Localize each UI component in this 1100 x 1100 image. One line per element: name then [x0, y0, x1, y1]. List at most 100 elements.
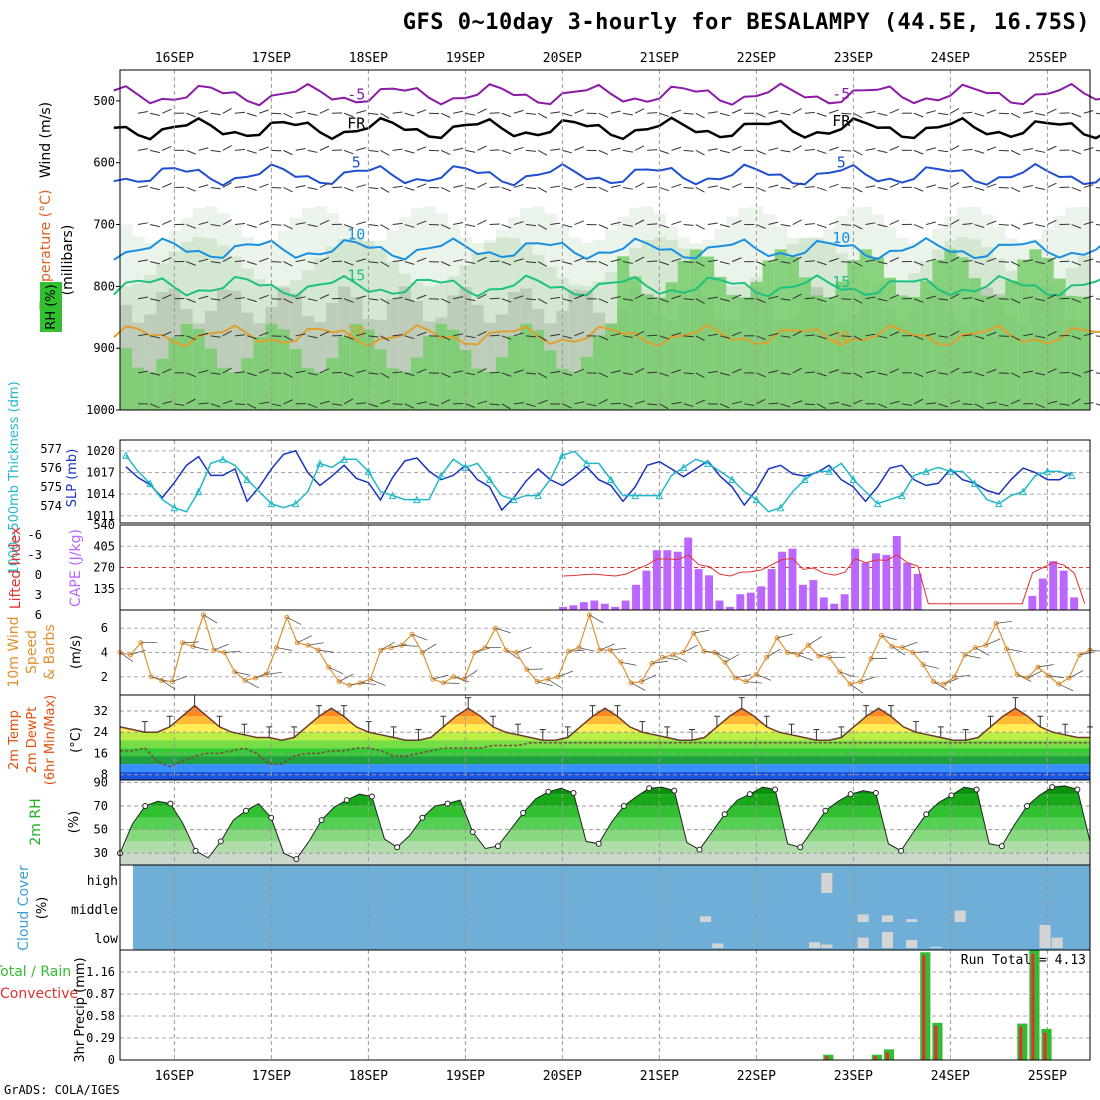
wind-barb	[622, 261, 633, 264]
wind-barb	[768, 402, 779, 405]
wind-barb	[756, 149, 766, 155]
wind-barb	[913, 149, 924, 155]
wind-barb	[719, 224, 730, 228]
cape-bar	[705, 575, 714, 610]
rh-point	[822, 807, 829, 814]
credit-text: GrADS: COLA/IGES	[4, 1083, 120, 1097]
wind-barb	[295, 147, 306, 151]
wind-barb	[513, 369, 524, 374]
wind-barb	[659, 224, 669, 229]
wind-barb	[938, 224, 949, 227]
wind-barb	[913, 224, 924, 229]
wind-barb	[877, 335, 888, 339]
panel-precip	[119, 949, 1091, 1061]
wind-barb	[276, 647, 293, 651]
thickness-marker	[607, 475, 615, 483]
wind-barb	[198, 369, 209, 374]
wind-barb	[841, 261, 852, 263]
wind-barb	[477, 400, 488, 405]
wind-barb	[986, 146, 997, 151]
date-label-top: 25SEP	[1028, 51, 1067, 66]
wind-barb	[150, 261, 160, 265]
wind-barb	[477, 293, 487, 300]
wind-barb	[505, 649, 520, 660]
wind-barb	[630, 682, 646, 691]
wind-barb	[707, 222, 718, 226]
wind-barb	[828, 109, 839, 114]
cloud-bar-low	[1039, 925, 1051, 948]
wind-barb	[210, 298, 221, 301]
wind-barb	[295, 185, 306, 188]
wind-barb	[307, 224, 318, 228]
isotherm-label: FR	[832, 112, 851, 130]
wind-barb	[495, 627, 511, 634]
rh-band	[120, 853, 1090, 865]
wind-barb	[841, 112, 852, 115]
wind-barb	[380, 261, 390, 268]
wind-barb	[172, 675, 188, 683]
cape-bar	[778, 551, 787, 610]
wind-barb	[671, 369, 682, 374]
date-label-bottom: 17SEP	[252, 1069, 291, 1084]
wind-speed-point	[983, 642, 989, 648]
thickness-marker	[437, 471, 445, 479]
wind-barb	[1048, 675, 1065, 679]
wind-barb	[780, 403, 791, 408]
wind-barb	[671, 258, 682, 263]
wind-barb	[598, 298, 609, 304]
cape-bar	[1038, 578, 1047, 610]
rh-shading	[1077, 296, 1091, 410]
temp-bands	[120, 705, 1090, 780]
wind-barb	[440, 224, 451, 230]
wind-barb	[259, 401, 270, 405]
thickness-marker	[364, 467, 373, 475]
wind-barb	[998, 224, 1009, 226]
wind-barb	[198, 147, 209, 151]
wind-barb	[297, 635, 312, 644]
wind-barb	[853, 372, 863, 378]
wind-barb	[768, 147, 779, 151]
wind-barb	[634, 367, 645, 374]
wind-barb	[925, 258, 936, 263]
date-label-top: 16SEP	[155, 51, 194, 66]
precip-total-bar	[1029, 950, 1040, 1060]
wind-barb	[416, 294, 427, 300]
wind-barb	[974, 335, 985, 340]
wind-barb	[1035, 372, 1046, 376]
wind-barb	[768, 221, 779, 226]
wind-barb	[1035, 186, 1046, 191]
wind-barb	[307, 261, 318, 265]
wind-barb	[198, 258, 209, 263]
ylabel-millibars: (millibars)	[60, 225, 76, 296]
wind-barb	[804, 371, 815, 374]
thickness-marker	[170, 503, 179, 512]
wind-barb	[234, 185, 245, 188]
wind-barb	[513, 402, 524, 405]
wind-barb	[986, 183, 997, 188]
wind-barb	[525, 149, 536, 152]
isotherm--5	[113, 82, 1100, 107]
rh-point	[620, 802, 627, 809]
wind-barb	[271, 335, 282, 337]
wind-barb	[598, 112, 609, 118]
wind-barb	[913, 261, 924, 266]
ylabel-temp-unit: (°C)	[69, 727, 84, 753]
wind-barb	[392, 185, 403, 188]
wind-barb	[731, 108, 742, 114]
wind-barb	[1010, 399, 1021, 405]
wind-barb	[792, 293, 802, 300]
rh-point	[242, 807, 249, 814]
wind-barb	[1010, 187, 1021, 193]
wind-barb	[162, 400, 173, 405]
wind-barb	[647, 371, 658, 374]
wind-barb	[537, 399, 548, 405]
isotherm-label: 10	[347, 225, 365, 243]
date-label-bottom: 24SEP	[931, 1069, 970, 1084]
rh-legend-swatch	[40, 282, 62, 332]
wind-barb	[331, 403, 342, 406]
date-label-top: 22SEP	[737, 51, 776, 66]
thickness-marker	[752, 495, 761, 504]
wind-barb	[1089, 649, 1100, 652]
wind-barb	[222, 256, 232, 263]
wind-barb	[525, 224, 536, 227]
